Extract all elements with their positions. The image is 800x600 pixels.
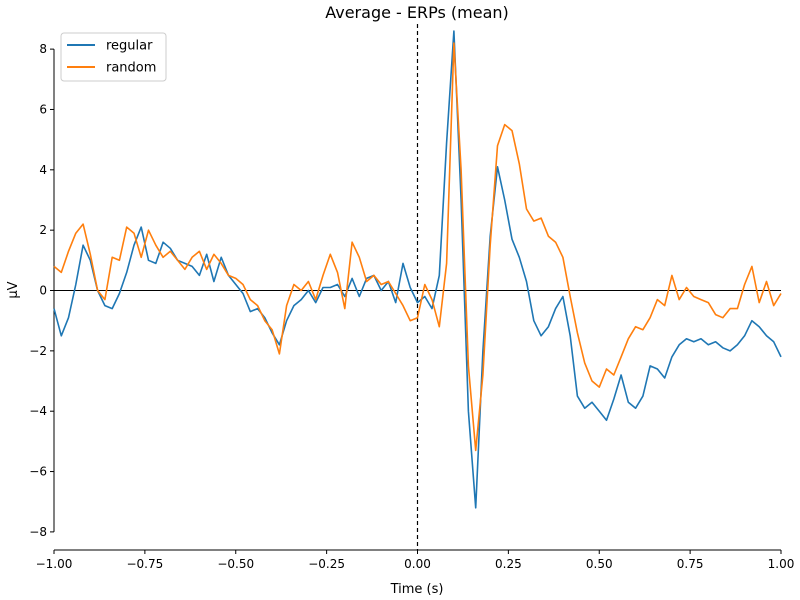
x-tick-label: −0.50 (217, 557, 254, 571)
y-axis-label: µV (6, 281, 21, 298)
y-tick-label: −4 (29, 404, 47, 418)
x-tick-label: 1.00 (768, 557, 795, 571)
legend: regular random (60, 32, 167, 82)
legend-label-regular: regular (106, 39, 153, 54)
x-axis-label: Time (s) (390, 582, 444, 597)
x-tick-label: 0.50 (586, 557, 613, 571)
y-tick-label: 6 (39, 102, 47, 116)
x-tick-label: −0.75 (126, 557, 163, 571)
x-tick-label: −0.25 (308, 557, 345, 571)
x-tick-label: 0.25 (495, 557, 522, 571)
legend-label-random: random (106, 61, 156, 76)
y-tick-label: −2 (29, 344, 47, 358)
y-tick-label: 2 (39, 223, 47, 237)
y-tick-label: −6 (29, 465, 47, 479)
x-tick-label: −1.00 (36, 557, 73, 571)
chart-title: Average - ERPs (mean) (325, 3, 509, 22)
axes: −8 −6 −4 −2 0 2 4 6 8 −1.00 −0.75 −0.50 −0.25 0.00 0.2… (29, 24, 794, 571)
series-lines (53, 30, 782, 509)
y-tick-label: 4 (39, 163, 47, 177)
y-tick-label: 8 (39, 42, 47, 56)
y-tick-label: 0 (39, 284, 47, 298)
series-line-random (53, 42, 782, 452)
y-tick-label: −8 (29, 525, 47, 539)
x-tick-label: 0.00 (404, 557, 431, 571)
x-tick-label: 0.75 (677, 557, 704, 571)
